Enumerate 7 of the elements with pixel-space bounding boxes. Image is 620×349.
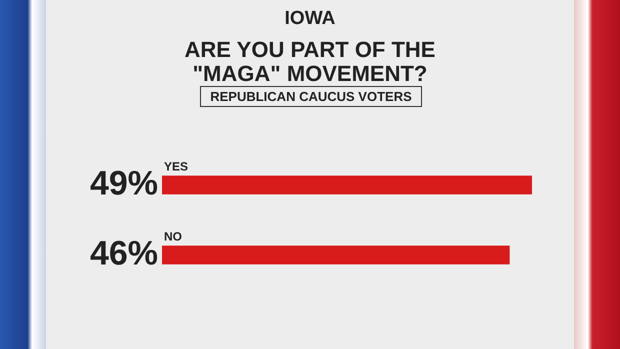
chart-subtitle: ARE YOU PART OF THE "MAGA" MOVEMENT?	[184, 37, 436, 86]
text: REPUBLICAN CAUCUS VOTERS	[200, 86, 422, 107]
data-label: 46%	[90, 234, 158, 272]
chart-title: IOWA	[284, 8, 336, 30]
y-tick-label: YES	[164, 159, 188, 174]
data-label: 49%	[90, 164, 158, 202]
y-tick-label: NO	[164, 229, 182, 244]
